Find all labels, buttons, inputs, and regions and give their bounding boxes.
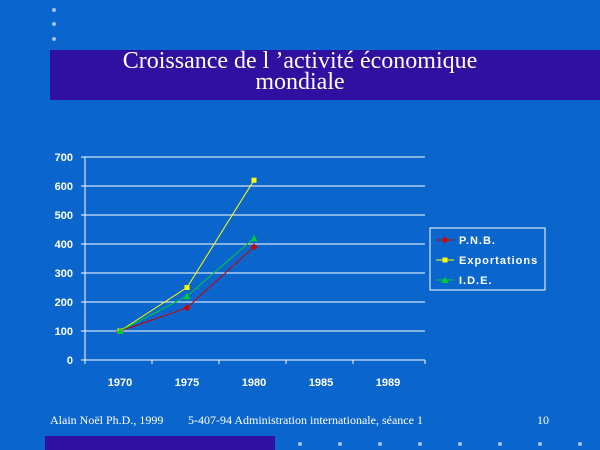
decor-dot	[52, 8, 56, 12]
y-tick-label: 500	[55, 210, 73, 222]
y-tick-label: 400	[55, 239, 73, 251]
legend-label: P.N.B.	[459, 235, 496, 247]
y-tick-label: 0	[67, 355, 73, 367]
data-point	[183, 292, 191, 300]
decor-dot	[458, 442, 462, 446]
y-tick-label: 600	[55, 181, 73, 193]
legend-box	[429, 227, 546, 291]
x-tick-label: 1970	[108, 377, 132, 389]
slide-title: Croissance de l ’activité économique mon…	[50, 48, 550, 95]
data-point	[184, 285, 190, 290]
y-tick-label: 700	[55, 152, 73, 164]
legend-swatch-marker	[442, 257, 448, 263]
legend-swatch-marker	[441, 236, 449, 244]
data-point	[116, 327, 124, 334]
data-point	[250, 243, 258, 251]
x-tick-label: 1980	[242, 377, 266, 389]
y-tick-label: 200	[55, 297, 73, 309]
legend-label: Exportations	[459, 255, 538, 267]
decor-dot	[298, 442, 302, 446]
decor-dot	[338, 442, 342, 446]
decor-dot	[418, 442, 422, 446]
decor-dot	[378, 442, 382, 446]
legend-swatch-marker	[441, 276, 449, 283]
decor-dot	[52, 22, 56, 26]
footer-course: 5-407-94 Administration internationale, …	[188, 413, 423, 427]
decor-dot	[498, 442, 502, 446]
x-tick-label: 1989	[376, 377, 400, 389]
decor-dot	[538, 442, 542, 446]
legend-label: I.D.E.	[459, 275, 493, 287]
x-tick-label: 1975	[175, 377, 199, 389]
slide-title-line-2: mondiale	[255, 69, 345, 95]
y-tick-label: 300	[55, 268, 73, 280]
title-band	[50, 50, 600, 100]
data-point	[250, 234, 258, 242]
footer-author: Alain Noël Ph.D., 1999	[50, 413, 164, 427]
slide-title-line-1: Croissance de l ’activité économique	[122, 48, 478, 74]
y-tick-label: 100	[55, 326, 73, 338]
series-line	[119, 237, 255, 332]
decor-dot	[52, 37, 56, 41]
data-point	[183, 304, 191, 312]
data-point	[251, 177, 257, 183]
x-tick-label: 1985	[309, 377, 333, 389]
page-number: 10	[537, 413, 549, 427]
decor-dot	[578, 442, 582, 446]
bottom-band	[45, 436, 275, 450]
